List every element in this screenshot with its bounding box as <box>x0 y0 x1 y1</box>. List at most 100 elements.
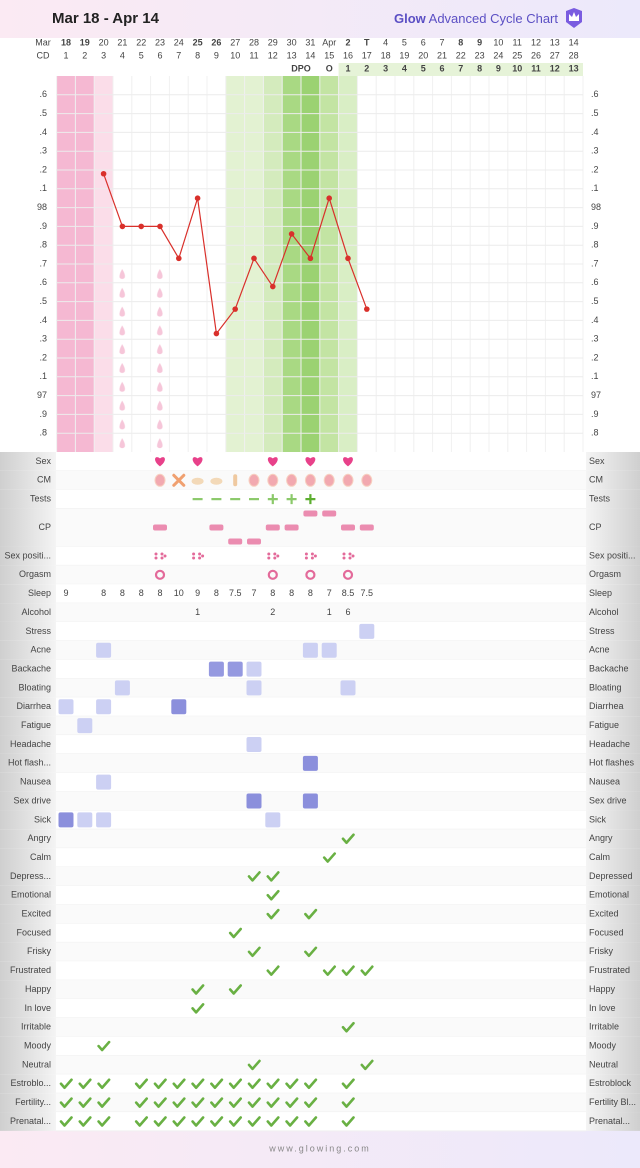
cycle-day: 25 <box>512 50 522 60</box>
y-tick-label-right: .3 <box>591 146 599 156</box>
row-label: Depress... <box>10 871 51 881</box>
row-label: Alcohol <box>21 607 51 617</box>
y-tick-label-right: .2 <box>591 164 599 174</box>
cycle-day: 3 <box>101 50 106 60</box>
right-label-bg <box>586 470 640 490</box>
cycle-day: 13 <box>287 50 297 60</box>
check-mark <box>304 1116 318 1127</box>
right-label-bg <box>586 753 640 773</box>
left-label-bg <box>0 716 56 736</box>
left-label-bg <box>0 772 56 792</box>
row-label: Headache <box>10 739 51 749</box>
check-mark <box>78 1097 92 1108</box>
right-label-bg <box>586 1112 640 1131</box>
left-label-bg <box>0 735 56 754</box>
row-label: Sick <box>34 814 52 824</box>
severity-box <box>246 736 262 752</box>
row-bg <box>56 772 586 792</box>
row-bg <box>56 961 586 981</box>
position-dot <box>154 552 158 556</box>
right-label-bg <box>586 942 640 962</box>
row-bg <box>56 923 586 943</box>
check-mark <box>191 1116 205 1127</box>
sex-position <box>342 552 355 560</box>
row-bg <box>56 716 586 736</box>
right-label-bg <box>586 904 640 924</box>
right-label-bg <box>586 848 640 867</box>
date-label: 14 <box>569 37 579 47</box>
row-bg <box>56 452 586 471</box>
date-label: Apr <box>322 37 336 47</box>
row-bg <box>56 1093 586 1113</box>
date-label: 4 <box>383 37 388 47</box>
y-tick-label: 98 <box>37 202 47 212</box>
dpo-day: 3 <box>383 63 388 73</box>
cervix-position <box>303 510 318 517</box>
position-dot <box>351 554 355 558</box>
check-mark <box>210 1116 224 1127</box>
severity-box <box>96 812 112 828</box>
header-bg <box>0 0 640 38</box>
left-label-bg <box>0 1112 56 1131</box>
row-label: Sex positi... <box>4 550 51 560</box>
row-label-right: Alcohol <box>589 607 619 617</box>
check-mark <box>304 908 318 920</box>
position-dot <box>313 554 317 558</box>
right-label-bg <box>586 603 640 622</box>
sex-position <box>154 552 167 560</box>
left-label-bg <box>0 1074 56 1094</box>
temperature-point <box>307 255 314 262</box>
row-label: Frisky <box>27 946 51 956</box>
temperature-point <box>232 306 238 312</box>
row-label-right: Frisky <box>589 946 613 956</box>
left-label-bg <box>0 942 56 962</box>
date-label: 29 <box>268 37 278 47</box>
symptom-rows: Sex Sex CM CM Tests Tests CP CP Sex positi... Sex… <box>0 452 640 1132</box>
y-tick-label: .2 <box>39 164 47 174</box>
left-label-bg <box>0 659 56 679</box>
date-label: 10 <box>493 37 503 47</box>
right-label-bg <box>586 810 640 830</box>
date-label: 20 <box>99 37 109 47</box>
check-mark <box>247 946 261 958</box>
row-bg <box>56 1112 586 1131</box>
check-mark <box>360 1059 374 1071</box>
dpo-day: 4 <box>402 63 407 73</box>
row-label: Fertility... <box>15 1097 51 1107</box>
dpo-day: O <box>326 63 333 73</box>
check-mark <box>285 1097 299 1108</box>
check-mark <box>247 1059 261 1071</box>
cell-number: 1 <box>195 607 200 617</box>
left-label-bg <box>0 1036 56 1056</box>
row-label-right: Fatigue <box>589 720 619 730</box>
severity-box <box>302 755 318 771</box>
row-label: Irritable <box>21 1022 51 1032</box>
y-tick-label-right: .7 <box>591 258 599 268</box>
severity-box <box>265 812 281 828</box>
row-label: Calm <box>30 852 51 862</box>
right-label-bg <box>586 1093 640 1113</box>
row-bg <box>56 489 586 509</box>
left-label-bg <box>0 621 56 641</box>
left-label-bg <box>0 452 56 471</box>
row-bg <box>56 829 586 849</box>
severity-box <box>302 793 318 809</box>
check-mark <box>191 1078 205 1090</box>
orgasm-ring <box>305 569 316 580</box>
row-bg <box>56 1055 586 1075</box>
check-mark <box>266 1097 280 1108</box>
row-label: In love <box>24 1003 51 1013</box>
left-label-bg <box>0 603 56 622</box>
temperature-point <box>364 306 370 312</box>
right-label-bg <box>586 1017 640 1037</box>
cycle-day: 24 <box>493 50 503 60</box>
position-dot <box>310 552 314 556</box>
severity-box <box>114 680 130 696</box>
row-label: Sex drive <box>13 795 51 805</box>
check-mark <box>191 1097 205 1108</box>
right-label-bg <box>586 489 640 509</box>
check-mark <box>210 1078 224 1090</box>
date-label: 5 <box>402 37 407 47</box>
row-bg <box>56 904 586 924</box>
row-label-right: Prenatal... <box>589 1116 630 1126</box>
